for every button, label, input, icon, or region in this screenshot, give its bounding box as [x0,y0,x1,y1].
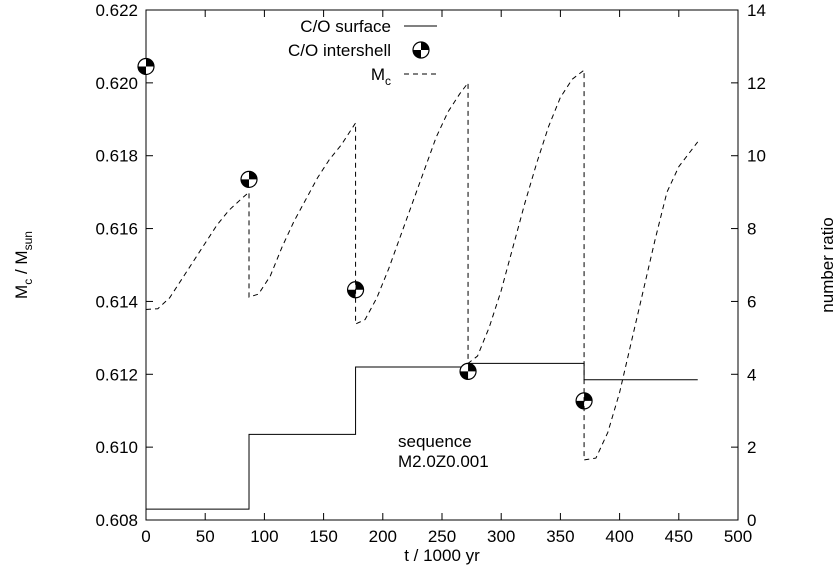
series-line-mc [145,69,699,461]
x-tick-label: 450 [665,527,693,546]
y-axis-label-left: Mc / Msun [12,231,35,299]
y-axis-label-right: number ratio [818,217,837,312]
y-label-sub1: c [21,279,35,285]
y-right-tick-label: 12 [747,74,766,93]
y-label-sub2: sun [21,231,35,250]
y-right-tick-label: 14 [747,1,766,20]
chart-marks [137,57,699,510]
co-intershell-point [137,57,155,76]
marker-quadrant [347,289,356,298]
y-label-mid: / M [12,250,31,278]
marker-quadrant [249,171,258,180]
co-intershell-point [240,170,258,188]
marker-quadrant [241,179,250,188]
marker-quadrant [146,58,154,67]
marker-quadrant [421,42,429,50]
annotation-line: M2.0Z0.001 [398,452,489,471]
x-tick-label: 250 [428,527,456,546]
y-left-tick-label: 0.608 [95,511,138,530]
x-tick-label: 100 [250,527,278,546]
y-right-tick-label: 8 [747,220,756,239]
legend-label-text: C/O surface [300,17,391,36]
legend-label-text: C/O intershell [288,41,391,60]
y-right-tick-label: 0 [747,511,756,530]
y-left-tick-label: 0.614 [95,292,138,311]
x-tick-label: 50 [196,527,215,546]
legend-label-sub: c [385,74,391,88]
marker-quadrant [468,363,477,372]
y-right-tick-label: 4 [747,365,756,384]
marker-quadrant [138,66,146,75]
x-axis-label: t / 1000 yr [404,546,480,565]
y-left-tick-label: 0.612 [95,365,138,384]
legend-label-text: M [371,65,385,84]
y-left-tick-label: 0.620 [95,74,138,93]
marker-quadrant [584,392,593,401]
co-intershell-point [459,362,477,380]
y-right-tick-label: 6 [747,292,756,311]
annotation-line: sequence [398,432,472,451]
legend-sample-marker [412,41,430,59]
axes: 0 50 100 150 200 250 300 350 400 450 5000.6080.610… [12,1,837,565]
x-tick-label: 200 [369,527,397,546]
marker-quadrant [576,400,585,409]
legend-label-1: C/O intershell [288,41,391,60]
x-tick-label: 350 [546,527,574,546]
x-tick-label: 0 [141,527,150,546]
marker-quadrant [460,371,469,380]
y-right-tick-label: 2 [747,438,756,457]
y-left-tick-label: 0.610 [95,438,138,457]
legend-label-2: Mc [371,65,391,88]
legend: C/O surface C/O intershell Mc [288,17,437,88]
marker-quadrant [355,281,364,290]
y-right-tick-label: 10 [747,147,766,166]
y-left-tick-label: 0.616 [95,220,138,239]
y-label-main: M [12,285,31,299]
x-tick-label: 500 [724,527,752,546]
y-left-tick-label: 0.622 [95,1,138,20]
marker-quadrant [413,50,421,58]
x-tick-label: 300 [487,527,515,546]
y-left-tick-label: 0.618 [95,147,138,166]
x-tick-label: 150 [309,527,337,546]
x-tick-label: 400 [605,527,633,546]
legend-label-0: C/O surface [300,17,391,36]
